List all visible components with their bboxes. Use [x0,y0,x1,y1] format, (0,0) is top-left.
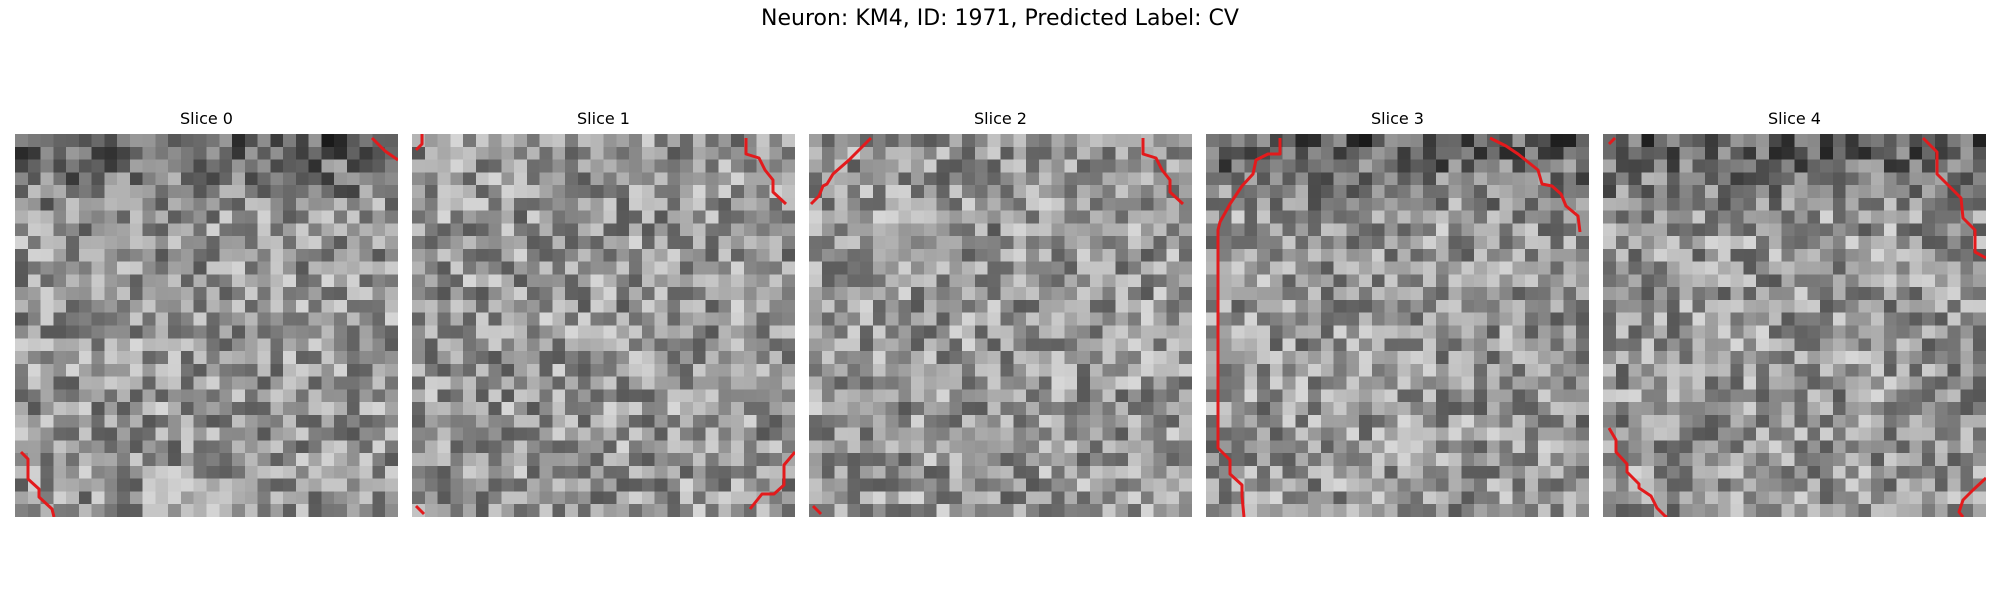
contour-overlay [15,134,398,517]
slice-title: Slice 1 [412,109,795,133]
contour-overlay [1603,134,1986,517]
contour-line [416,506,424,514]
contour-overlay [1206,134,1589,517]
contour-line [1923,138,1986,258]
slice-image-4 [1603,134,1986,517]
contour-line [811,138,871,204]
contour-line [1959,478,1986,517]
slice-panel-1: Slice 1 [412,109,795,133]
contour-line [813,506,821,514]
slice-panel-3: Slice 3 [1206,109,1589,133]
slice-title: Slice 3 [1206,109,1589,133]
contour-line [1218,138,1280,517]
contour-line [1143,138,1183,204]
slice-title: Slice 2 [809,109,1192,133]
slice-panel-2: Slice 2 [809,109,1192,133]
slice-image-0 [15,134,398,517]
slice-panel-4: Slice 4 [1603,109,1986,133]
contour-line [416,134,422,150]
contour-line [1609,138,1615,144]
slice-panel-0: Slice 0 [15,109,398,133]
slice-title: Slice 0 [15,109,398,133]
contour-overlay [809,134,1192,517]
contour-line [750,452,795,509]
contour-line [746,138,786,204]
contour-line [1609,428,1667,517]
contour-line [372,138,398,160]
figure-title: Neuron: KM4, ID: 1971, Predicted Label: … [0,6,2000,31]
contour-line [1490,138,1580,232]
contour-overlay [412,134,795,517]
slice-image-2 [809,134,1192,517]
slice-image-1 [412,134,795,517]
contour-line [21,452,54,517]
slice-title: Slice 4 [1603,109,1986,133]
slice-image-3 [1206,134,1589,517]
